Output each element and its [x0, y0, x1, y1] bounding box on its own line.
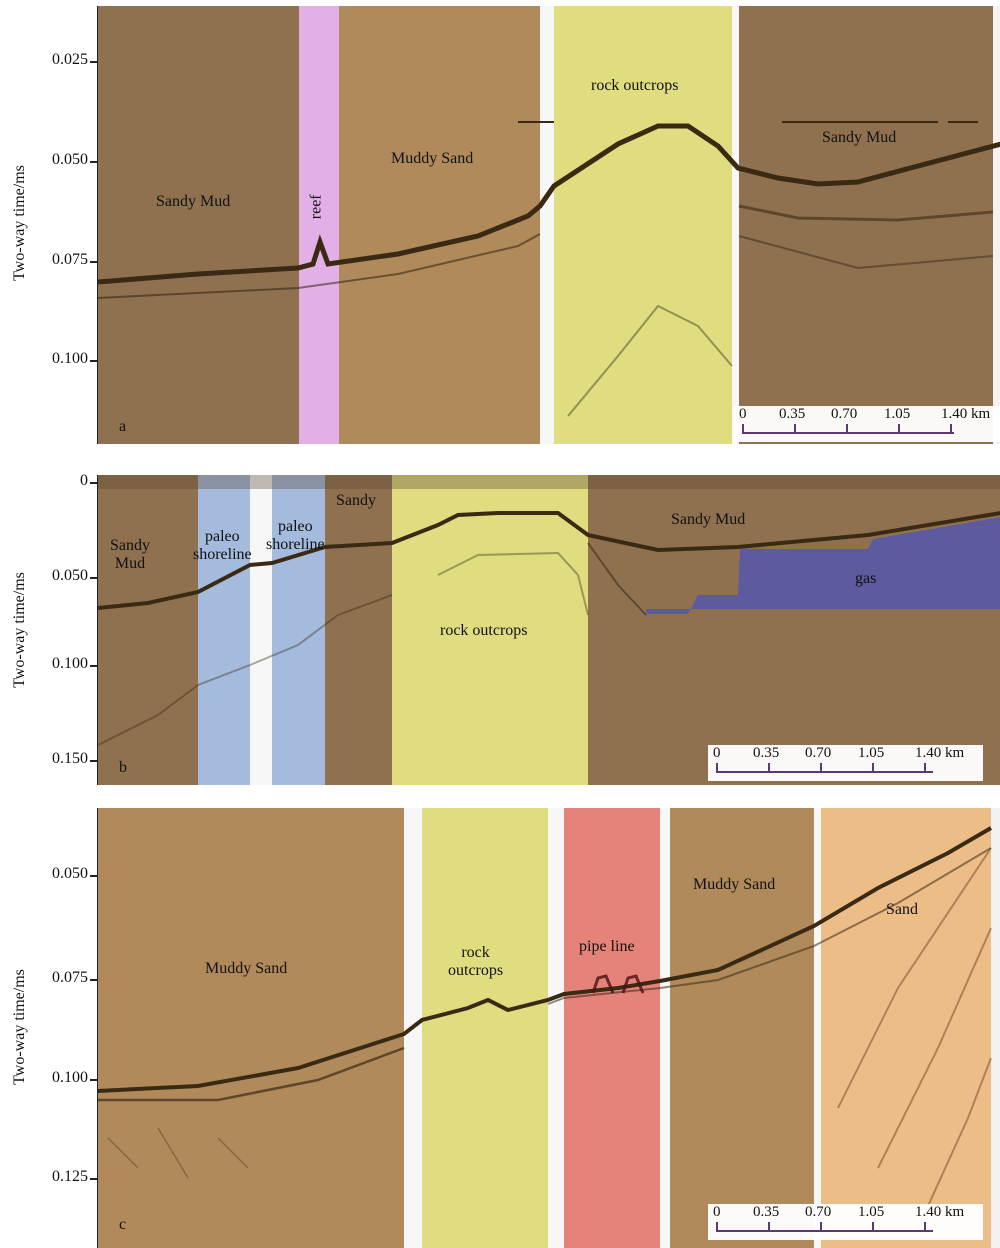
- y-tick: 0.100: [52, 350, 88, 367]
- seismic-profile-c: Muddy Sand rock outcrops pipe line Muddy…: [97, 808, 1000, 1248]
- y-tick: 0.075: [52, 251, 88, 268]
- y-tick: 0.150: [52, 750, 88, 767]
- zone-label-reef: reef: [307, 194, 325, 220]
- zone-rock-outcrops: [392, 475, 588, 785]
- scale-value: 0.35: [753, 1204, 780, 1220]
- scale-value: 0.35: [779, 406, 806, 422]
- zone-muddy-sand: [670, 808, 814, 1248]
- y-tick: 0.050: [52, 151, 88, 168]
- y-tickmark: [90, 1178, 97, 1180]
- seabed-reflector: [98, 475, 1000, 746]
- zone-label-sandy: Sandy: [336, 492, 376, 509]
- zone-gap: [732, 6, 739, 444]
- scale-value: 1.40 km: [915, 1204, 965, 1220]
- zone-sandy-mud: [98, 475, 198, 785]
- y-tickmark: [90, 482, 97, 484]
- zone-sandy-mud: [98, 6, 299, 444]
- scale-value: 1.05: [858, 1204, 885, 1220]
- zone-reef: [299, 6, 339, 444]
- zone-label-gas: gas: [855, 570, 877, 587]
- seismic-profile-a: Sandy Mud reef Muddy Sand rock outcrops …: [97, 6, 1000, 444]
- zone-rock-outcrops: [422, 808, 548, 1248]
- y-tick: 0.125: [52, 1168, 88, 1185]
- y-tick: 0.100: [52, 655, 88, 672]
- y-tick: 0: [80, 472, 88, 489]
- zone-rock-outcrops: [554, 6, 732, 444]
- y-tickmark: [90, 875, 97, 877]
- zone-label-muddy-sand: Muddy Sand: [391, 150, 474, 167]
- zone-label-rock-outcrops: rock outcrops: [440, 622, 528, 639]
- zone-gap: [660, 808, 670, 1248]
- zone-muddy-sand: [98, 808, 404, 1248]
- zone-label-sand: Sand: [886, 901, 918, 918]
- zone-label-muddy-sand: Muddy Sand: [205, 960, 288, 977]
- zone-label-muddy-sand: Muddy Sand: [693, 876, 776, 893]
- panel-a: Two-way time/ms 0.025 0.050 0.075 0.100 …: [0, 0, 1000, 445]
- scale-bar: 0 0.35 0.70 1.05 1.40 km: [708, 745, 983, 781]
- scale-value: 0.70: [831, 406, 858, 422]
- y-tickmark: [90, 979, 97, 981]
- y-tick: 0.050: [52, 865, 88, 882]
- scale-value: 1.05: [884, 406, 911, 422]
- zone-label-sandy-mud: Sandy Mud: [156, 193, 231, 210]
- scale-bar: 0 0.35 0.70 1.05 1.40 km: [708, 1204, 983, 1240]
- y-tickmark: [90, 261, 97, 263]
- y-tickmark: [90, 665, 97, 667]
- zone-gap: [540, 6, 554, 444]
- zone-paleo-shoreline: [198, 475, 250, 785]
- zone-sandy-mud: [739, 6, 993, 444]
- zone-label-sandy-mud: Sandy Mud: [822, 129, 897, 146]
- scale-value: 0.70: [805, 1204, 832, 1220]
- y-tick: 0.100: [52, 1069, 88, 1086]
- zone-gap: [250, 475, 272, 785]
- y-tick: 0.050: [52, 567, 88, 584]
- scale-bar: 0 0.35 0.70 1.05 1.40 km: [734, 406, 1000, 442]
- zone-label-paleo-shoreline: paleo shoreline: [266, 518, 325, 553]
- zone-label-rock-outcrops: rock outcrops: [448, 944, 504, 979]
- panel-letter-a: a: [119, 418, 127, 435]
- scale-value: 0.70: [805, 745, 832, 761]
- seismic-profile-b: Sandy Mud paleo shoreline paleo shorelin…: [97, 475, 1000, 785]
- scale-value: 0: [713, 1204, 721, 1220]
- zone-label-sandy-mud: Sandy Mud: [110, 537, 150, 572]
- y-tickmark: [90, 61, 97, 63]
- y-tick: 0.025: [52, 51, 88, 68]
- panel-letter-c: c: [119, 1216, 127, 1233]
- zone-edge: [991, 808, 1000, 1248]
- seabed-reflector: [98, 121, 1000, 417]
- zone-label-rock-outcrops: rock outcrops: [591, 77, 679, 94]
- scale-value: 0: [739, 406, 747, 422]
- panel-letter-b: b: [119, 759, 127, 776]
- y-tickmark: [90, 360, 97, 362]
- zone-label-pipe-line: pipe line: [579, 938, 635, 955]
- zone-gap: [814, 808, 821, 1248]
- y-tickmark: [90, 577, 97, 579]
- zone-pipe-line: [564, 808, 660, 1248]
- zone-sand: [821, 808, 991, 1248]
- scale-value: 0.35: [753, 745, 780, 761]
- zone-gap: [548, 808, 564, 1248]
- panel-b: Two-way time/ms 0 0.050 0.100 0.150 Sand…: [0, 470, 1000, 790]
- scale-value: 1.05: [858, 745, 885, 761]
- scale-value: 1.40 km: [915, 745, 965, 761]
- scale-value: 1.40 km: [941, 406, 991, 422]
- y-tickmark: [90, 161, 97, 163]
- zone-label-paleo-shoreline: paleo shoreline: [193, 528, 252, 563]
- zone-sandy-mud: [588, 475, 1000, 785]
- y-tick: 0.075: [52, 969, 88, 986]
- y-tickmark: [90, 1079, 97, 1081]
- y-tickmark: [90, 760, 97, 762]
- zone-sandy: [325, 475, 392, 785]
- panel-c: Two-way time/ms 0.050 0.075 0.100 0.125 …: [0, 805, 1000, 1248]
- y-axis-label: Two-way time/ms: [11, 572, 28, 688]
- zone-label-sandy-mud: Sandy Mud: [671, 511, 746, 528]
- zone-paleo-shoreline: [272, 475, 325, 785]
- zone-edge: [993, 6, 1000, 444]
- scale-value: 0: [713, 745, 721, 761]
- seabed-reflector: [98, 826, 993, 1229]
